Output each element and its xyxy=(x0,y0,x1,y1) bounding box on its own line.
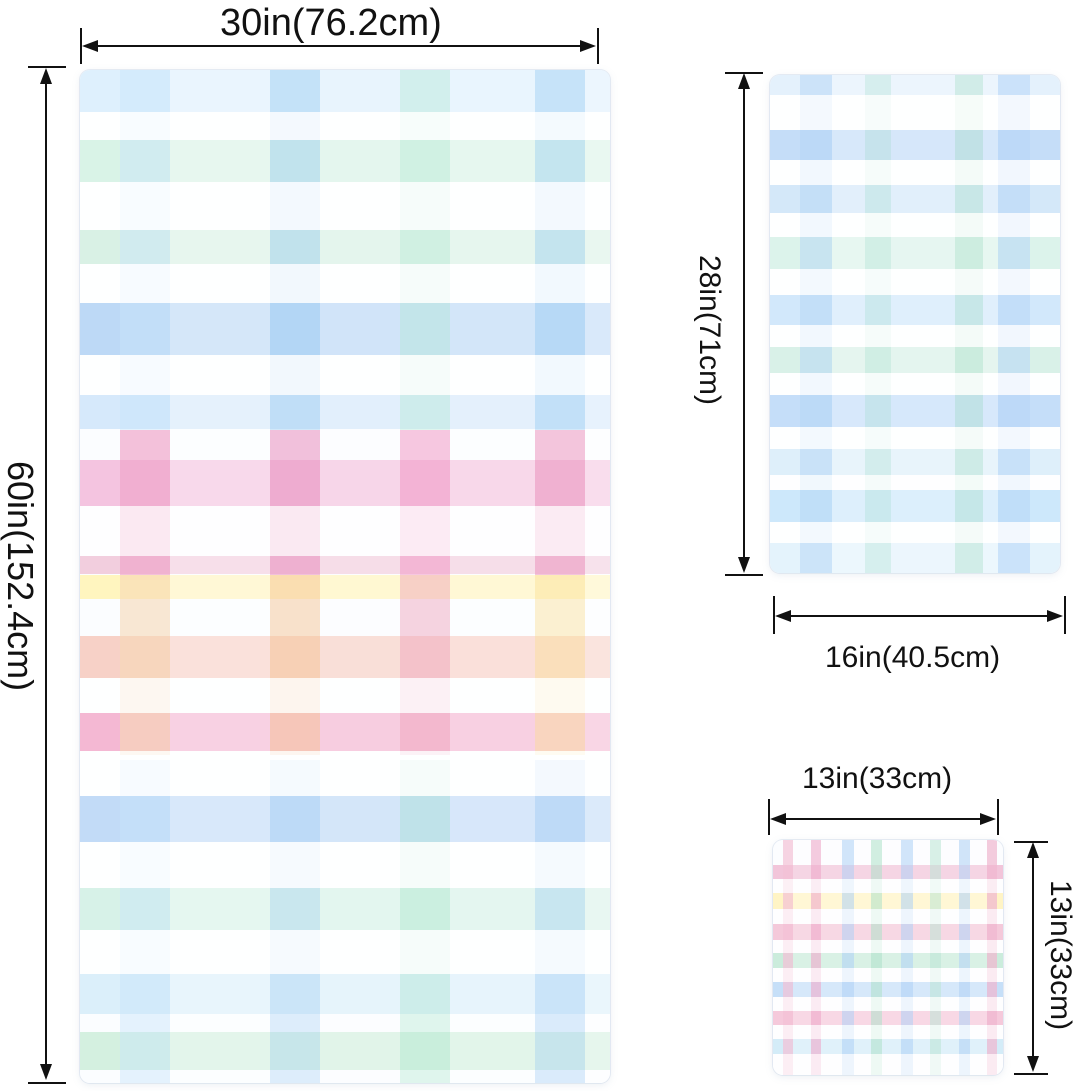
washcloth-width-left-tick xyxy=(768,799,770,835)
bath-height-arrow-top-head xyxy=(40,68,52,84)
bath-towel-height-label: 60in(152.4cm) xyxy=(0,461,41,692)
hand-height-arrow-top-head xyxy=(738,73,750,89)
hand-width-arrow-right-head xyxy=(1047,610,1063,622)
hand-towel-height-label: 28in(71cm) xyxy=(693,254,726,406)
washcloth-height-arrow-top-head xyxy=(1027,842,1039,858)
washcloth-width-right-tick xyxy=(997,799,999,835)
bath-towel-width-label: 30in(76.2cm) xyxy=(220,2,442,44)
washcloth-height-label: 13in(33cm) xyxy=(1044,880,1077,1031)
washcloth-width-arrow-right-head xyxy=(980,813,996,825)
hand-width-left-tick xyxy=(773,596,775,634)
hand-towel-pattern xyxy=(770,75,1060,573)
bath-width-right-tick xyxy=(597,28,599,64)
washcloth-height-arrow-bottom-head xyxy=(1027,1056,1039,1072)
bath-height-arrow-bottom-head xyxy=(40,1064,52,1080)
washcloth-height-arrow-line xyxy=(1032,858,1034,1056)
bath-height-top-tick xyxy=(28,66,66,68)
bath-width-arrow-right-head xyxy=(580,40,596,52)
bath-height-bottom-tick xyxy=(28,1082,66,1084)
hand-width-arrow-line xyxy=(790,615,1047,617)
bath-towel xyxy=(80,70,610,1083)
washcloth-height-bottom-tick xyxy=(1014,1073,1048,1075)
bath-width-arrow-left-head xyxy=(82,40,98,52)
hand-towel xyxy=(770,75,1060,573)
washcloth-width-arrow-line xyxy=(785,818,980,820)
bath-towel-pattern xyxy=(80,70,610,1083)
hand-height-arrow-line xyxy=(743,89,745,557)
hand-width-arrow-left-head xyxy=(775,610,791,622)
bath-height-arrow-line xyxy=(45,84,47,1064)
washcloth-width-label: 13in(33cm) xyxy=(802,762,953,795)
washcloth-pattern xyxy=(773,840,1003,1075)
hand-width-right-tick xyxy=(1064,596,1066,634)
bath-width-arrow-line xyxy=(96,45,580,47)
hand-height-bottom-tick xyxy=(725,574,763,576)
bath-width-left-tick xyxy=(80,28,82,64)
hand-height-arrow-bottom-head xyxy=(738,557,750,573)
hand-towel-width-label: 16in(40.5cm) xyxy=(825,641,1001,674)
washcloth-width-arrow-left-head xyxy=(770,813,786,825)
washcloth xyxy=(773,840,1003,1075)
